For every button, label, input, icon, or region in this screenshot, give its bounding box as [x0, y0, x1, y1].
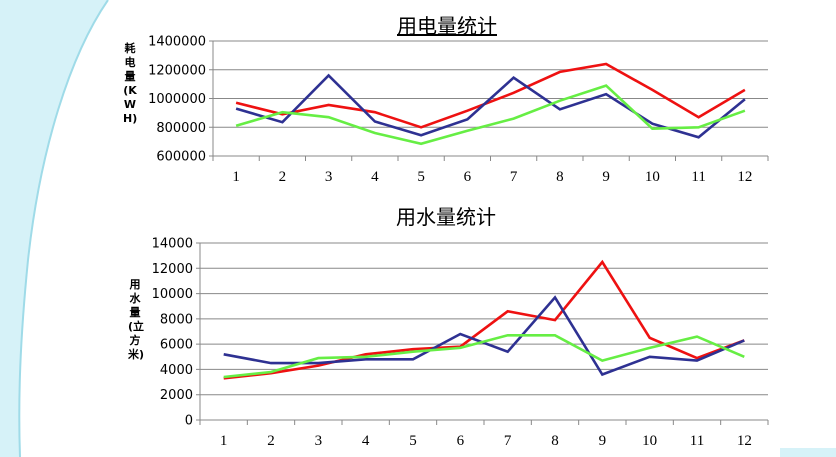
electricity-x-tick-label: 2: [279, 169, 287, 185]
electricity-x-tick-label: 10: [645, 169, 660, 185]
electricity-y-axis-label: 耗电量(KWH): [123, 42, 138, 125]
water-chart-title: 用水量统计: [396, 205, 496, 229]
water-y-tick-label: 10000: [152, 287, 193, 302]
water-x-tick-label: 1: [220, 433, 228, 449]
electricity-y-tick-label: 1200000: [148, 63, 206, 78]
water-y-tick-label: 2000: [160, 388, 193, 403]
water-x-tick-label: 7: [504, 433, 512, 449]
electricity-x-tick-label: 6: [464, 169, 472, 185]
water-x-tick-label: 4: [362, 433, 370, 449]
electricity-series-line-red: [235, 62, 746, 129]
water-y-tick-label: 12000: [152, 262, 193, 277]
water-x-tick-label: 2: [267, 433, 275, 449]
background-bottom-right-strip: [780, 448, 836, 457]
water-y-axis-label: 用水量(立方米): [128, 278, 145, 361]
water-x-tick-label: 6: [457, 433, 465, 449]
electricity-x-tick-label: 4: [371, 169, 379, 185]
background-left-swoosh: [0, 0, 108, 457]
electricity-x-tick-label: 7: [510, 169, 518, 185]
electricity-x-tick-label: 12: [737, 169, 752, 185]
electricity-x-tick-label: 5: [417, 169, 425, 185]
water-x-tick-label: 5: [409, 433, 417, 449]
electricity-x-tick-label: 1: [232, 169, 240, 185]
electricity-series-line-blue: [235, 73, 746, 139]
water-series-line-green: [223, 333, 745, 379]
electricity-series-line-green: [235, 84, 746, 146]
water-x-tick-label: 9: [599, 433, 607, 449]
water-y-tick-label: 4000: [160, 363, 193, 378]
water-x-tick-label: 8: [551, 433, 559, 449]
electricity-y-tick-label: 1400000: [148, 35, 206, 50]
electricity-x-tick-label: 8: [556, 169, 564, 185]
water-x-tick-label: 12: [737, 433, 752, 449]
water-x-tick-label: 10: [642, 433, 657, 449]
water-x-tick-label: 3: [315, 433, 323, 449]
water-y-tick-label: 0: [185, 414, 193, 429]
electricity-x-tick-label: 9: [602, 169, 610, 185]
electricity-x-tick-label: 3: [325, 169, 333, 185]
water-y-tick-label: 8000: [160, 312, 193, 327]
electricity-chart-title: 用电量统计: [397, 14, 497, 38]
electricity-y-tick-label: 600000: [156, 150, 206, 165]
electricity-y-tick-label: 1000000: [148, 92, 206, 107]
electricity-y-tick-label: 800000: [156, 121, 206, 136]
water-series-line-red: [223, 259, 745, 380]
water-y-tick-label: 14000: [152, 237, 193, 252]
electricity-x-tick-label: 11: [691, 169, 705, 185]
water-x-tick-label: 11: [690, 433, 704, 449]
background-swoosh-edge: [18, 0, 109, 457]
water-y-tick-label: 6000: [160, 338, 193, 353]
